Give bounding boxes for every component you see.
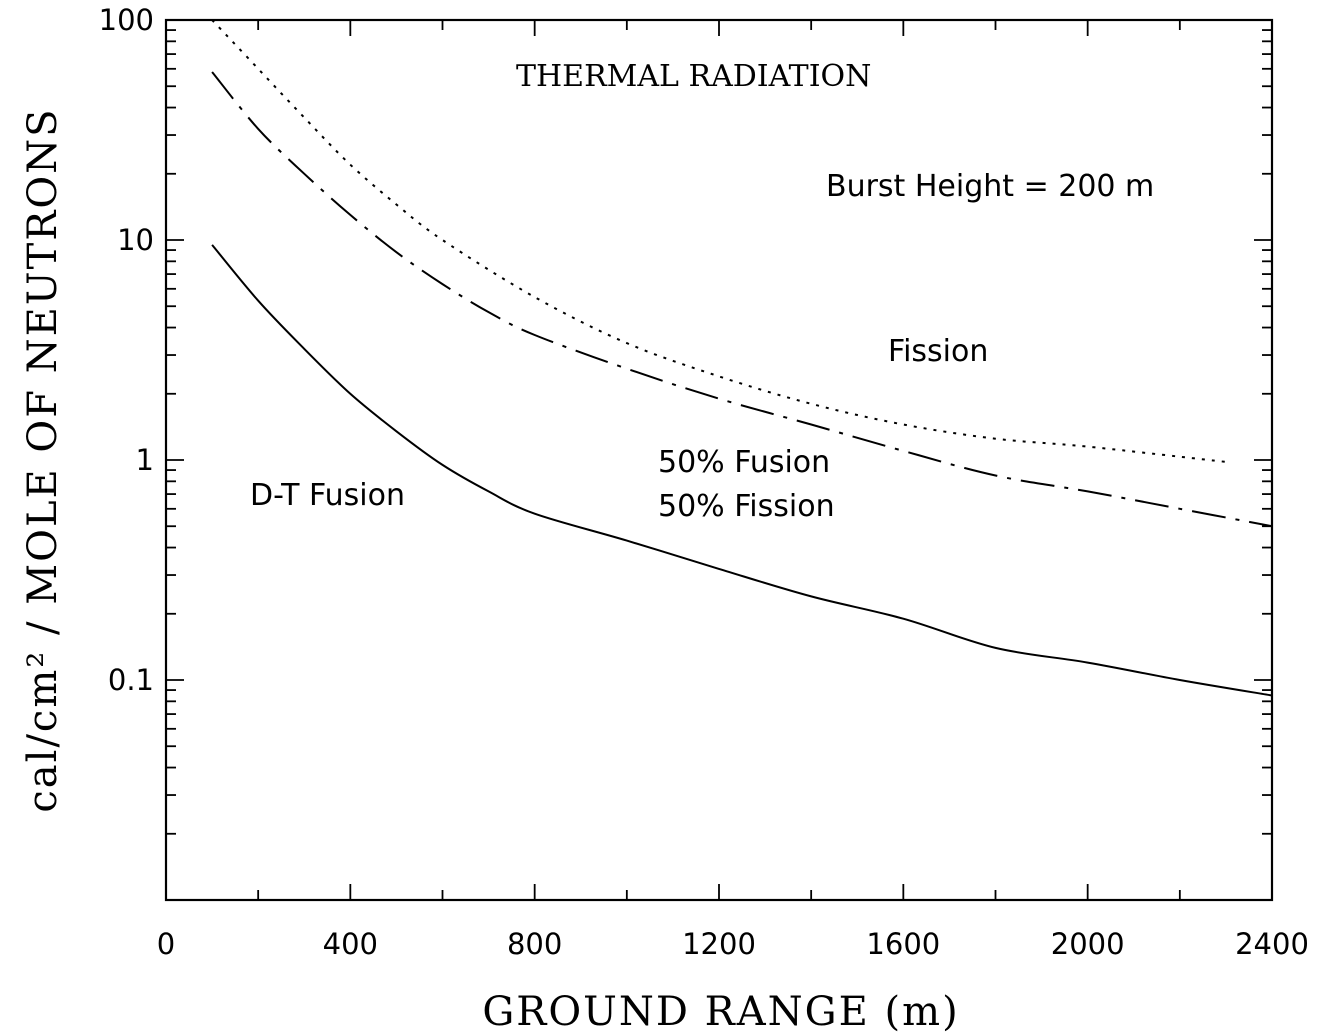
x-tick-label: 2400 bbox=[1235, 927, 1309, 961]
x-tick-label: 400 bbox=[323, 927, 378, 961]
series-line-fission bbox=[211, 19, 1227, 463]
x-tick-label: 1600 bbox=[866, 927, 940, 961]
y-tick-label: 1 bbox=[136, 443, 154, 477]
mixed-fission-label: 50% Fission bbox=[658, 489, 835, 524]
y-tick-label: 0.1 bbox=[108, 663, 154, 697]
x-axis-ticks: 0 400 800 1200 1600 2000 2400 bbox=[157, 20, 1309, 961]
x-axis-title: GROUND RANGE (m) bbox=[482, 989, 959, 1035]
y-tick-label: 100 bbox=[99, 3, 154, 37]
x-tick-label: 0 bbox=[157, 927, 175, 961]
x-tick-label: 1200 bbox=[682, 927, 756, 961]
series-line-50-fusion-50-fission bbox=[211, 71, 1273, 528]
x-tick-label: 800 bbox=[507, 927, 562, 961]
series-line-d-t-fusion bbox=[211, 244, 1273, 697]
y-tick-label: 10 bbox=[117, 223, 154, 257]
chart-title: THERMAL RADIATION bbox=[516, 59, 871, 94]
dt-fusion-label: D-T Fusion bbox=[250, 478, 405, 513]
series-layer bbox=[211, 19, 1273, 697]
fission-label: Fission bbox=[888, 334, 988, 369]
x-tick-label: 2000 bbox=[1051, 927, 1125, 961]
burst-height-annotation: Burst Height = 200 m bbox=[826, 169, 1154, 204]
mixed-fusion-label: 50% Fusion bbox=[658, 445, 830, 480]
y-axis-title: cal/cm² / MOLE OF NEUTRONS bbox=[20, 107, 66, 812]
